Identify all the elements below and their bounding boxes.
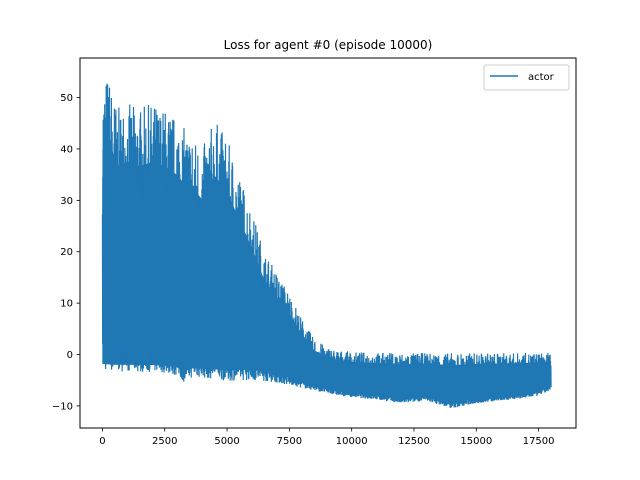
x-tick-label: 5000 xyxy=(214,436,239,447)
y-tick-label: 10 xyxy=(60,299,73,310)
y-tick-label: 30 xyxy=(60,196,73,207)
x-tick-label: 0 xyxy=(99,436,105,447)
plot-area xyxy=(79,57,577,429)
legend-box xyxy=(483,64,570,91)
axes-frame xyxy=(79,57,577,429)
legend-label-actor: actor xyxy=(528,72,555,83)
y-tick-label: 40 xyxy=(60,144,73,155)
y-axis: −10 0 10 20 30 40 50 xyxy=(52,93,80,412)
x-axis: 0 2500 5000 7500 10000 12500 15000 17500 xyxy=(99,428,555,447)
x-tick-label: 17500 xyxy=(523,436,555,447)
series-line-actor xyxy=(101,83,552,408)
chart-title: Loss for agent #0 (episode 10000) xyxy=(224,38,433,52)
x-tick-label: 10000 xyxy=(336,436,368,447)
x-tick-label: 15000 xyxy=(460,436,492,447)
y-tick-label: 20 xyxy=(60,247,73,258)
y-tick-label: −10 xyxy=(52,401,73,412)
x-tick-label: 12500 xyxy=(398,436,430,447)
legend: actor xyxy=(483,64,570,91)
x-tick-label: 2500 xyxy=(152,436,177,447)
y-tick-label: 0 xyxy=(67,350,73,361)
y-tick-label: 50 xyxy=(60,93,73,104)
series-layer xyxy=(101,83,552,408)
x-tick-label: 7500 xyxy=(277,436,302,447)
